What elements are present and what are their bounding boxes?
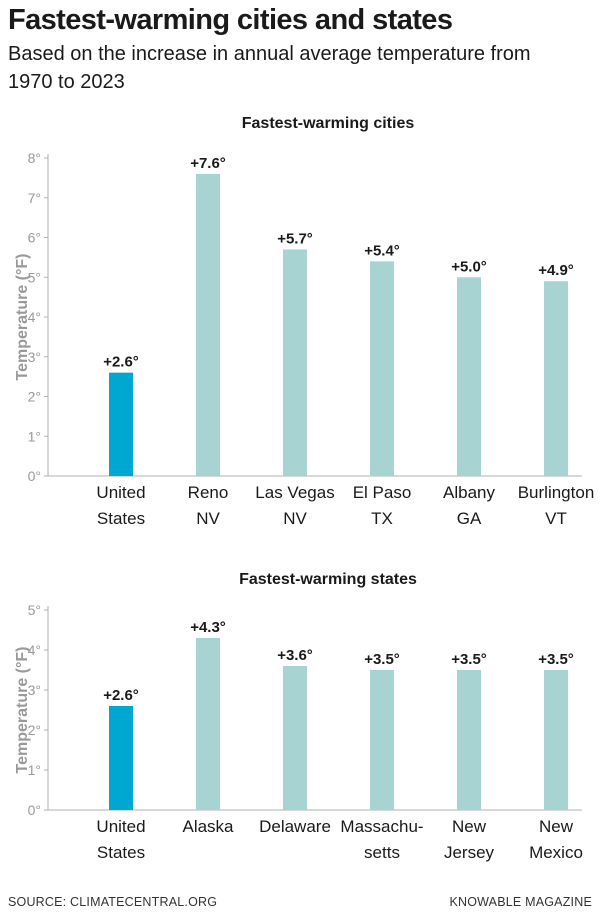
states-value-label: +3.5°	[364, 651, 400, 668]
cities-value-label: +5.7°	[277, 230, 313, 247]
cities-y-tick-label: 6°	[28, 230, 41, 246]
states-category-label: States	[97, 843, 145, 862]
states-category-label: Jersey	[444, 843, 495, 862]
states-category-label: United	[96, 817, 145, 836]
cities-bar	[370, 261, 394, 476]
states-category-label: Alaska	[182, 817, 234, 836]
states-y-axis-label: Temperature (°F)	[14, 646, 31, 773]
cities-bar	[283, 249, 307, 476]
page-title: Fastest-warming cities and states	[8, 4, 453, 36]
cities-category-label: Las Vegas	[255, 483, 334, 502]
cities-y-tick-label: 3°	[28, 349, 41, 365]
source-credit: SOURCE: CLIMATECENTRAL.ORG	[8, 895, 218, 909]
cities-value-label: +5.4°	[364, 242, 400, 259]
states-chart: Fastest-warming states Temperature (°F) 0°…	[0, 562, 600, 872]
states-category-label: Mexico	[529, 843, 583, 862]
cities-bar	[544, 281, 568, 476]
states-bar	[109, 706, 133, 810]
cities-bar	[457, 277, 481, 476]
states-value-label: +3.5°	[538, 651, 574, 668]
cities-category-label: TX	[371, 509, 393, 528]
cities-category-label: GA	[457, 509, 482, 528]
cities-chart-svg: Fastest-warming cities Temperature (°F) 0°…	[14, 115, 595, 528]
states-bar	[544, 670, 568, 810]
cities-category-label: Burlington	[518, 483, 595, 502]
cities-category-label: States	[97, 509, 145, 528]
cities-category-label: NV	[196, 509, 220, 528]
states-chart-title: Fastest-warming states	[239, 571, 417, 588]
cities-bar	[196, 173, 220, 476]
publisher-credit: KNOWABLE MAGAZINE	[449, 895, 592, 909]
states-bar	[196, 638, 220, 810]
cities-value-label: +7.6°	[190, 155, 226, 172]
states-category-label: Massachu-	[340, 817, 423, 836]
cities-chart-title: Fastest-warming cities	[242, 115, 415, 132]
cities-category-label: El Paso	[353, 483, 412, 502]
cities-chart: Fastest-warming cities Temperature (°F) 0°…	[0, 108, 600, 538]
states-bar	[370, 670, 394, 810]
states-chart-svg: Fastest-warming states Temperature (°F) 0°…	[14, 571, 583, 862]
states-y-tick-label: 0°	[28, 802, 41, 818]
states-value-label: +3.6°	[277, 647, 313, 664]
cities-category-label: NV	[283, 509, 307, 528]
cities-bar	[109, 372, 133, 476]
states-value-label: +3.5°	[451, 651, 487, 668]
cities-value-label: +4.9°	[538, 262, 574, 279]
cities-y-tick-label: 5°	[28, 269, 41, 285]
states-y-tick-label: 4°	[28, 642, 41, 658]
states-value-label: +4.3°	[190, 619, 226, 636]
states-category-label: New	[539, 817, 574, 836]
states-bar	[457, 670, 481, 810]
cities-value-label: +2.6°	[103, 354, 139, 371]
cities-value-label: +5.0°	[451, 258, 487, 275]
cities-y-tick-label: 8°	[28, 150, 41, 166]
cities-y-axis-label: Temperature (°F)	[14, 253, 31, 380]
states-category-label: New	[452, 817, 487, 836]
cities-category-label: Reno	[188, 483, 229, 502]
states-y-tick-label: 5°	[28, 602, 41, 618]
states-bar	[283, 666, 307, 810]
states-category-label: Delaware	[259, 817, 331, 836]
cities-category-label: VT	[545, 509, 567, 528]
page-subtitle: Based on the increase in annual average …	[8, 43, 531, 93]
states-y-tick-label: 1°	[28, 762, 41, 778]
cities-y-tick-label: 7°	[28, 190, 41, 206]
cities-y-tick-label: 4°	[28, 309, 41, 325]
cities-category-label: Albany	[443, 483, 495, 502]
states-y-tick-label: 3°	[28, 682, 41, 698]
cities-category-label: United	[96, 483, 145, 502]
cities-y-tick-label: 2°	[28, 389, 41, 405]
cities-y-tick-label: 0°	[28, 468, 41, 484]
cities-y-tick-label: 1°	[28, 428, 41, 444]
states-y-tick-label: 2°	[28, 722, 41, 738]
states-value-label: +2.6°	[103, 687, 139, 704]
states-category-label: setts	[364, 843, 400, 862]
